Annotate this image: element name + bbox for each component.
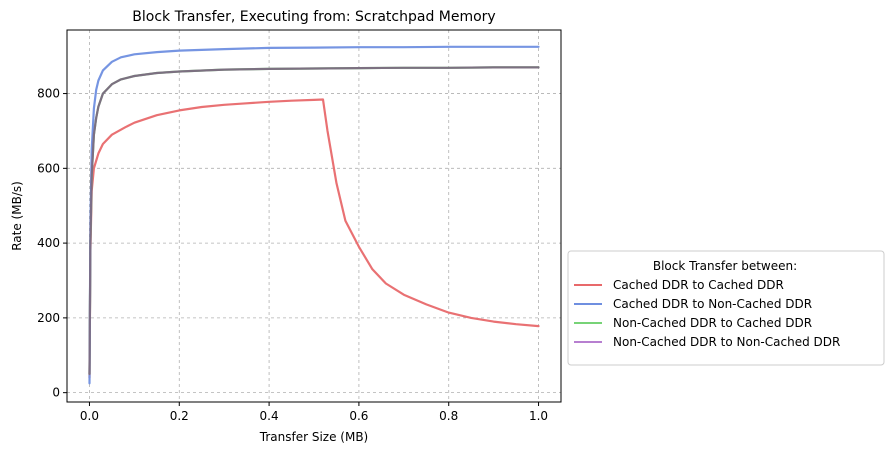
legend-entry: Non-Cached DDR to Non-Cached DDR (613, 335, 840, 349)
y-tick-label: 0 (52, 386, 60, 400)
x-tick-label: 0.0 (80, 409, 99, 423)
series-line-4 (88, 66, 540, 376)
y-tick-label: 600 (37, 161, 60, 175)
plot-frame (66, 29, 562, 403)
x-tick-label: 1.0 (529, 409, 548, 423)
legend-entry: Cached DDR to Cached DDR (613, 278, 784, 292)
plot-lines (88, 45, 540, 385)
x-tick-label: 0.4 (260, 409, 279, 423)
series-line-1 (88, 98, 540, 379)
x-ticks: 0.0 0.2 0.4 0.6 0.8 1.0 (80, 402, 548, 423)
x-tick-label: 0.8 (439, 409, 458, 423)
legend-items: Cached DDR to Cached DDR Cached DDR to No… (574, 278, 840, 349)
legend-entry: Non-Cached DDR to Cached DDR (613, 316, 812, 330)
legend-title: Block Transfer between: (653, 259, 797, 273)
legend: Block Transfer between: Cached DDR to Ca… (567, 250, 885, 366)
chart-title: Block Transfer, Executing from: Scratchp… (132, 9, 495, 25)
y-tick-label: 400 (37, 236, 60, 250)
y-ticks: 0 200 400 600 800 (37, 87, 67, 400)
x-axis-label: Transfer Size (MB) (259, 430, 368, 444)
y-tick-label: 200 (37, 311, 60, 325)
series-line-2 (88, 45, 540, 385)
y-tick-label: 800 (37, 87, 60, 101)
x-tick-label: 0.6 (349, 409, 368, 423)
legend-entry: Cached DDR to Non-Cached DDR (613, 297, 812, 311)
x-tick-label: 0.2 (170, 409, 189, 423)
legend-box (567, 250, 885, 366)
y-axis-label: Rate (MB/s) (10, 181, 24, 251)
series-line-3 (88, 66, 540, 376)
grid (67, 30, 561, 402)
